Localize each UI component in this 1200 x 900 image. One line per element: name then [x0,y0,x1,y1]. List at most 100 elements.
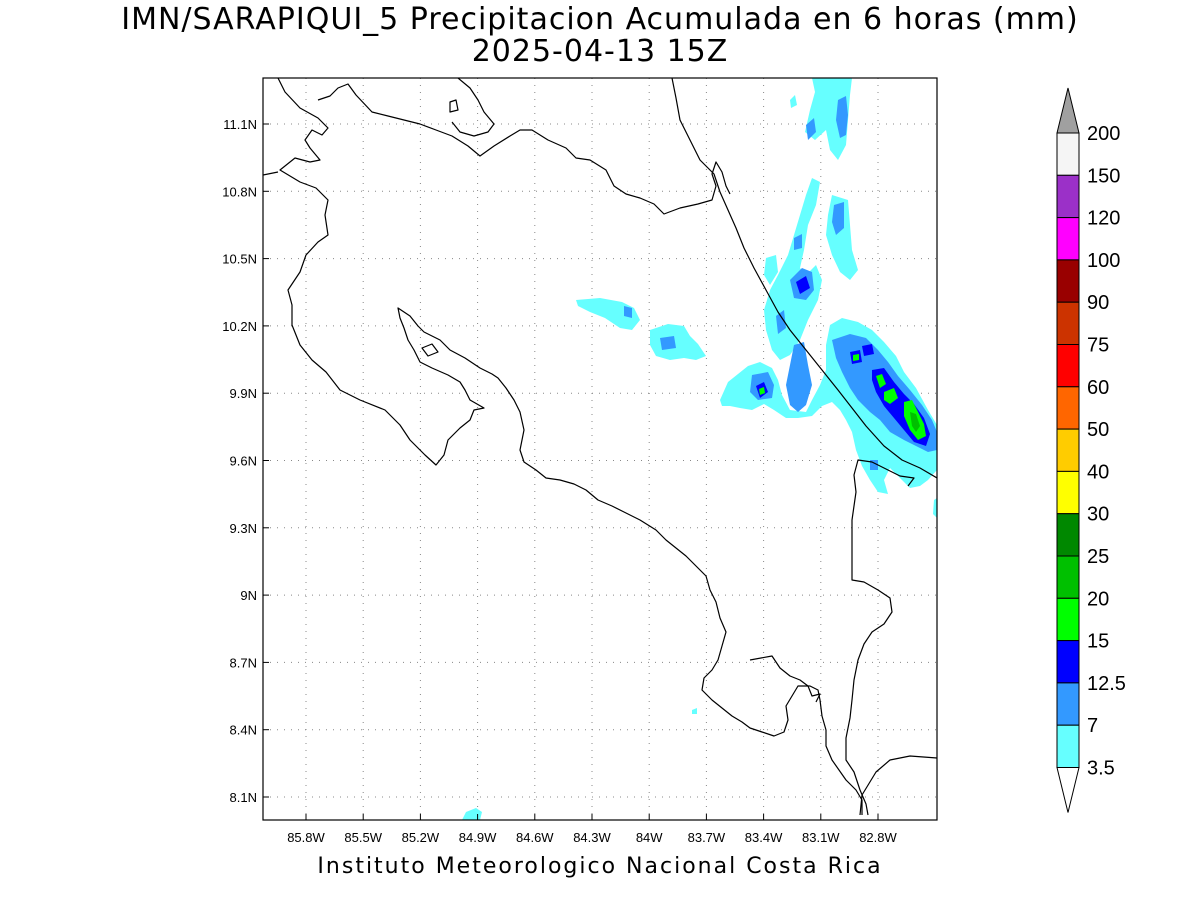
panama-border [845,459,915,816]
rain-core-north2 [806,118,816,140]
colorbar-label: 15 [1087,631,1109,653]
rain-max-east2 [759,387,765,395]
x-tick-label: 84.6W [516,830,554,845]
rain-core-north [836,96,848,138]
y-tick-label: 9.9N [230,386,257,401]
y-tick-label: 9.6N [230,454,257,469]
rain-core-n4 [794,234,802,250]
rain-area-south-edge [933,498,937,518]
rain-peak-max [910,412,920,432]
axis-ticks [263,123,879,820]
rain-core-n6 [776,310,786,334]
x-axis-labels: 85.8W 85.5W 85.2W 84.9W 84.6W 84.3W 84W 83.7W 83… [287,830,897,845]
rain-area-southborder [462,808,482,820]
x-tick-label: 83.4W [745,830,783,845]
y-axis-labels: 11.1N 10.8N 10.5N 10.2N 9.9N 9.6N 9.3N 9N 8.7N 8.… [222,117,257,805]
rain-core-east1 [786,342,812,412]
map-title: IMN/SARAPIQUI_5 Precipitacion Acumulada … [121,2,1079,37]
x-tick-label: 82.8W [859,830,897,845]
precipitation-field [462,78,937,820]
x-tick-label: 85.8W [287,830,325,845]
rain-core-n3 [832,202,844,235]
colorbar-swatch [1056,428,1080,472]
colorbar-swatch [1056,344,1080,388]
rain-area-north [805,78,852,160]
colorbar-swatch [1056,640,1080,684]
colorbar-swatch [1056,386,1080,430]
rain-max-e3a [853,354,859,361]
colorbar-label: 150 [1087,165,1120,187]
colorbar-swatch [1056,259,1080,303]
x-tick-label: 85.5W [344,830,382,845]
rain-max-e3b [876,374,886,388]
colorbar-swatch [1056,132,1080,176]
colorbar-top-arrow [1056,87,1080,134]
rain-peak-east3b [862,344,874,356]
colorbar-swatch [1056,555,1080,599]
coastlines-borders [263,78,937,816]
colorbar-bottom-arrow [1056,767,1080,813]
colorbar-label: 50 [1087,419,1109,441]
nicaragua-lake-coast [263,171,279,176]
colorbar-swatch [1056,724,1080,769]
colorbar-swatch [1056,682,1080,726]
colorbar-label: 3.5 [1087,758,1115,780]
colorbar-label: 30 [1087,504,1109,526]
colorbar-label: 7 [1087,715,1098,737]
colorbar-swatch [1056,513,1080,557]
nicaragua-pacific-coast [277,78,863,815]
footer-credit: Instituto Meteorologico Nacional Costa R… [317,854,883,879]
tiny-island [449,99,459,113]
colorbar-legend: 200 150 120 100 90 75 60 50 40 30 25 20 15 12.5 7 3.5 [1056,87,1126,813]
colorbar-swatch [1056,217,1080,261]
colorbar-label: 20 [1087,588,1109,610]
grid-lines [263,78,937,820]
caribbean-coast-north [451,78,495,137]
rain-area-small1 [764,255,778,285]
rain-area-tiny [692,708,697,714]
rain-area-northcenter [790,95,797,108]
x-tick-label: 84.3W [573,830,611,845]
rain-peak-n5 [796,276,810,294]
x-tick-label: 83.7W [688,830,726,845]
nicaragua-costa-rica-border [317,83,731,215]
plot-area: 85.8W 85.5W 85.2W 84.9W 84.6W 84.3W 84W 83.7W 83… [222,77,938,845]
colorbar-swatch [1056,301,1080,346]
y-tick-label: 10.2N [222,319,257,334]
y-tick-label: 10.8N [222,184,257,199]
caribbean-coast [671,78,937,479]
colorbar-label: 12.5 [1087,673,1126,695]
colorbar-swatch [1056,597,1080,642]
precip-class-20 [910,412,920,432]
x-tick-label: 84W [636,830,663,845]
colorbar-label: 100 [1087,250,1120,272]
rain-core-central [624,306,632,318]
rain-max-e3c [884,388,898,404]
y-tick-label: 8.1N [230,790,257,805]
map-subtitle: 2025-04-13 15Z [471,34,729,69]
colorbar-label: 200 [1087,123,1120,145]
colorbar-swatch [1056,174,1080,219]
colorbar-swatch [1056,470,1080,515]
plot-background [263,78,937,820]
y-tick-label: 8.7N [230,655,257,670]
plot-frame [262,77,938,821]
burica-peninsula [749,655,821,703]
colorbar-label: 90 [1087,292,1109,314]
panama-coast-south [859,755,937,816]
x-tick-label: 84.9W [459,830,497,845]
colorbar-label: 120 [1087,208,1120,230]
x-tick-label: 85.2W [402,830,440,845]
small-island [421,343,439,357]
colorbar-label: 60 [1087,377,1109,399]
y-tick-label: 9.3N [230,521,257,536]
y-tick-label: 8.4N [230,723,257,738]
y-tick-label: 10.5N [222,252,257,267]
y-tick-label: 9N [240,588,257,603]
x-tick-label: 83.1W [802,830,840,845]
rain-core-central2 [660,336,676,350]
rain-area-central2 [650,324,706,360]
colorbar-label: 40 [1087,461,1109,483]
colorbar-label: 25 [1087,546,1109,568]
